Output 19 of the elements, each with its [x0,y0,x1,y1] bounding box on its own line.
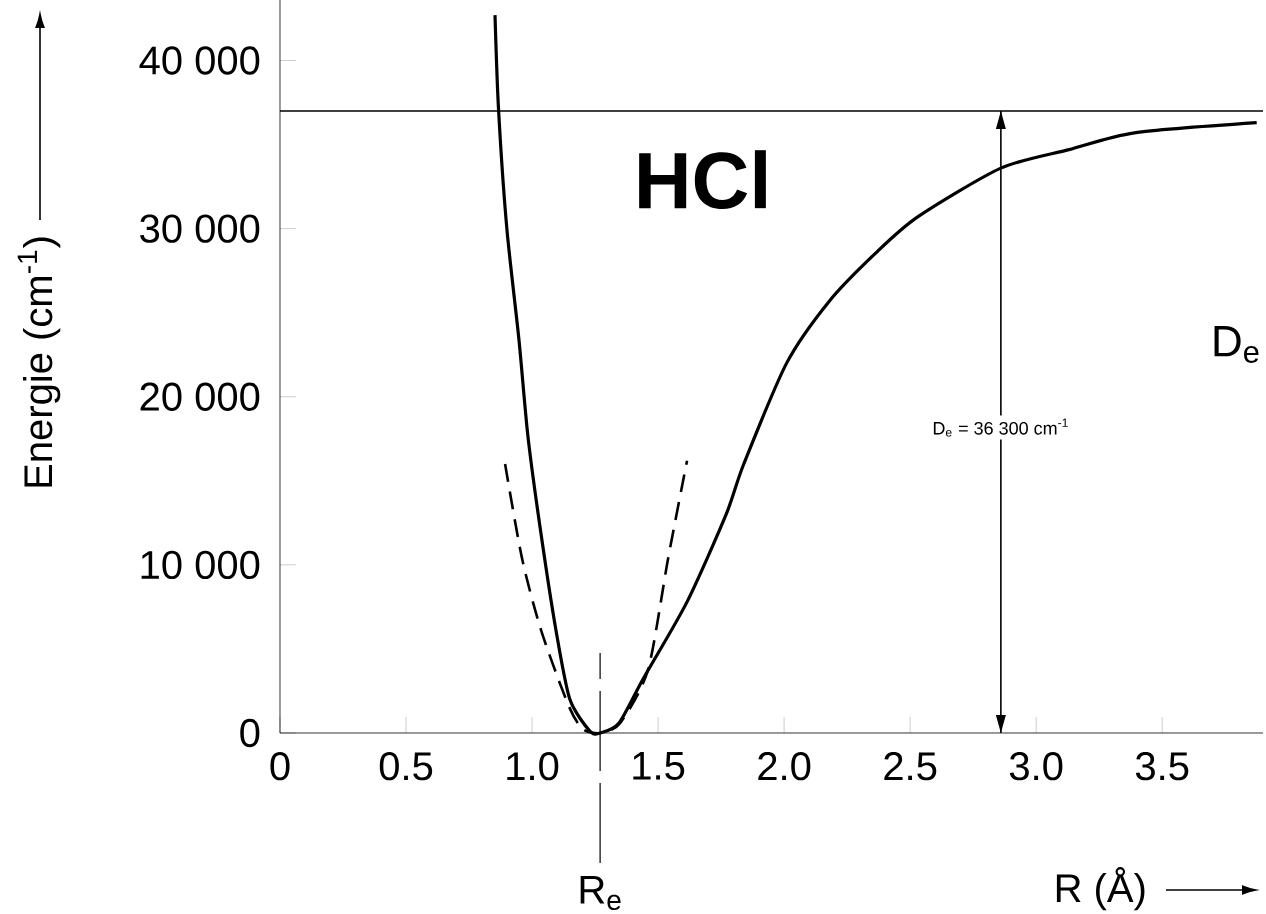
y-tick-label: 10 000 [141,550,260,580]
x-tick-label: 2.0 [758,752,811,781]
text: HCl [639,150,766,209]
y-tick-label: 40 000 [139,46,260,75]
x-axis-title: R (Å) [1056,867,1145,911]
x-tick-label: 2.5 [884,752,937,781]
x-tick-label: 3.5 [1135,752,1189,781]
annotation: D$_{e}$ = 36 300 cm$^{-1}$ [933,418,1068,437]
y-tick-label: 20 000 [140,382,260,411]
annotation: D$_{e}$ [1214,326,1259,363]
x-tick-label: 1.5 [633,752,685,780]
y-axis-title: Energie (cm$^{-1}$) [17,237,61,487]
x-tick-label: 3.0 [1009,752,1063,781]
x-tick-label: 0.5 [379,752,433,781]
ref-line-label: R$_{e}$ [580,876,621,911]
y-tick-label: 30 000 [140,214,260,243]
x-tick-label: 1.0 [507,752,559,781]
x-tick-label: 0 [270,752,290,781]
y-tick-label: 0 [240,718,260,748]
